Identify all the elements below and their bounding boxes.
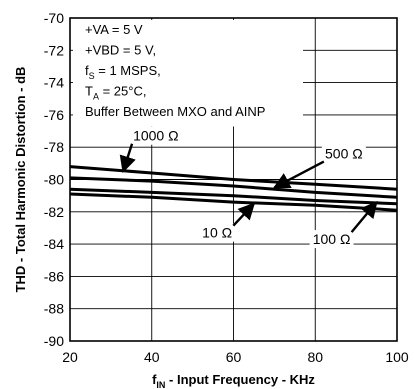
annotation-bg xyxy=(130,126,182,145)
y-tick-label: -76 xyxy=(44,107,64,123)
annotation-arrow xyxy=(350,200,378,233)
series-line xyxy=(69,176,398,199)
condition-rest: = 25°C, xyxy=(99,84,146,99)
x-tick-labels: 20 40 60 80 100 xyxy=(62,349,409,365)
series-annotation-label: 100 Ω xyxy=(313,231,351,247)
y-tick-label: -74 xyxy=(44,75,64,91)
condition-text: T xyxy=(85,84,93,99)
condition-subscript: A xyxy=(93,92,99,102)
y-tick-label: -88 xyxy=(44,301,64,317)
x-axis-title-rest: - Input Frequency - KHz xyxy=(165,372,315,387)
x-axis-title: fIN - Input Frequency - KHz xyxy=(152,372,315,389)
y-tick-label: -90 xyxy=(44,333,64,349)
condition-text: f xyxy=(85,63,89,78)
condition-line: +VBD = 5 V, xyxy=(85,43,156,58)
y-tick-label: -82 xyxy=(44,204,64,220)
condition-rest: = 1 MSPS, xyxy=(95,63,161,78)
series-annotation-label: 10 Ω xyxy=(202,225,232,241)
condition-line: TA = 25°C, xyxy=(85,84,146,102)
annotation-arrow xyxy=(272,160,325,189)
test-conditions: +VA = 5 V+VBD = 5 V,fS = 1 MSPS,TA = 25°… xyxy=(73,20,303,127)
condition-text: Buffer Between MXO and AINP xyxy=(85,104,265,119)
x-tick-label: 40 xyxy=(144,349,160,365)
plot-frame xyxy=(69,17,398,342)
y-tick-labels: -70 -72 -74 -76 -78 -80 -82 -84 -86 -88 -90 xyxy=(44,10,64,349)
x-tick-label: 60 xyxy=(226,349,242,365)
annotations: 1000 Ω 500 Ω 10 Ω 100 Ω xyxy=(119,126,378,249)
condition-line: fS = 1 MSPS, xyxy=(85,63,161,81)
series-line xyxy=(69,187,398,206)
condition-subscript: S xyxy=(89,71,95,81)
series-annotation-label: 500 Ω xyxy=(325,146,363,162)
annotation-bg xyxy=(309,230,354,249)
condition-text: +VBD = 5 V, xyxy=(85,43,156,58)
series-line xyxy=(69,192,398,212)
condition-line: +VA = 5 V xyxy=(85,22,143,37)
x-tick-label: 80 xyxy=(307,349,323,365)
y-tick-label: -80 xyxy=(44,172,64,188)
condition-text: +VA = 5 V xyxy=(85,22,143,37)
x-tick-label: 100 xyxy=(385,349,409,365)
series-annotation-label: 1000 Ω xyxy=(133,128,179,144)
x-axis-title-symbol: f xyxy=(152,372,157,387)
conditions-bg xyxy=(73,20,303,127)
y-tick-label: -70 xyxy=(44,10,64,26)
y-tick-label: -86 xyxy=(44,268,64,284)
annotation-arrow xyxy=(119,143,136,174)
annotation-arrow xyxy=(232,202,256,227)
x-tick-label: 20 xyxy=(62,349,78,365)
x-axis-title-subscript: IN xyxy=(156,380,165,389)
y-tick-label: -84 xyxy=(44,236,64,252)
y-tick-label: -72 xyxy=(44,42,64,58)
y-tick-label: -78 xyxy=(44,139,64,155)
condition-line: Buffer Between MXO and AINP xyxy=(85,104,265,119)
y-axis-title: THD - Total Harmonic Distortion - dB xyxy=(13,67,28,293)
annotation-bg xyxy=(198,223,236,242)
annotation-bg xyxy=(321,144,366,163)
